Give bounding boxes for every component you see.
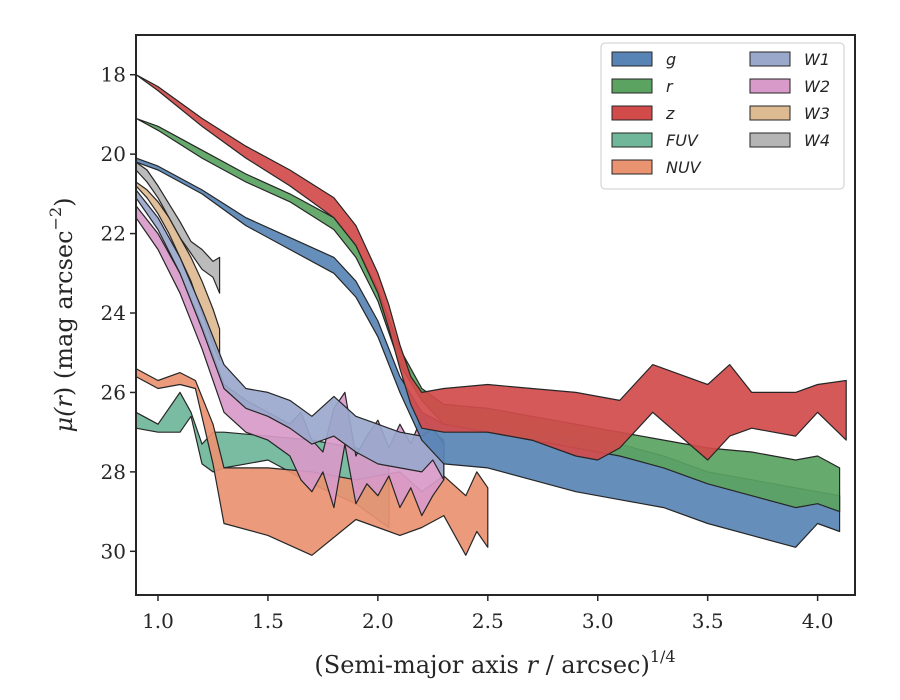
y-tick-label: 18	[101, 63, 126, 87]
legend-label-w4: W4	[804, 131, 830, 150]
legend-label-nuv: NUV	[666, 158, 702, 177]
y-tick-label: 22	[101, 222, 126, 246]
y-tick-label: 30	[101, 539, 126, 563]
x-tick-label: 2.0	[362, 609, 394, 633]
y-tick-label: 24	[101, 301, 126, 325]
legend-swatch-nuv	[611, 159, 653, 175]
area-z	[135, 74, 847, 461]
y-axis: 18 20 22 24 26 28 30	[101, 63, 136, 563]
legend-swatch-w3	[749, 105, 791, 121]
x-tick-label: 1.0	[142, 609, 174, 633]
legend-swatch-w4	[749, 132, 791, 148]
legend-label-g: g	[666, 50, 676, 69]
legend-label-r: r	[666, 77, 674, 96]
x-tick-label: 4.0	[802, 609, 834, 633]
x-tick-label: 3.5	[692, 609, 724, 633]
legend-swatch-z	[611, 105, 653, 121]
legend-label-fuv: FUV	[666, 131, 699, 150]
plot-frame	[135, 34, 856, 596]
legend-swatch-w1	[749, 51, 791, 67]
area-w4	[135, 161, 221, 294]
legend-swatch-fuv	[611, 132, 653, 148]
legend-label-w1: W1	[804, 50, 830, 69]
legend: grz FUV NUV W1 W2 W3 W4	[600, 42, 845, 190]
area-nuv	[135, 368, 489, 556]
plot-areas	[135, 74, 847, 556]
x-tick-label: 2.5	[472, 609, 504, 633]
area-w1	[135, 189, 445, 481]
x-tick-label: 3.0	[582, 609, 614, 633]
y-axis-label: μ(r) (mag arcsec−2)	[46, 197, 78, 432]
x-axis-label: (Semi-major axis r / arcsec)1/4	[314, 647, 675, 679]
y-tick-label: 28	[101, 460, 126, 484]
area-g	[135, 157, 841, 548]
y-tick-label: 26	[101, 380, 126, 404]
legend-label-w3: W3	[804, 104, 830, 123]
legend-label-w2: W2	[804, 77, 830, 96]
legend-swatch-r	[611, 78, 653, 94]
legend-swatch-w2	[749, 78, 791, 94]
y-tick-label: 20	[101, 142, 126, 166]
x-tick-label: 1.5	[252, 609, 284, 633]
x-axis: 1.0 1.5 2.0 2.5 3.0 3.5 4.0	[142, 595, 834, 633]
legend-swatch-g	[611, 51, 653, 67]
legend-label-z: z	[665, 104, 675, 123]
